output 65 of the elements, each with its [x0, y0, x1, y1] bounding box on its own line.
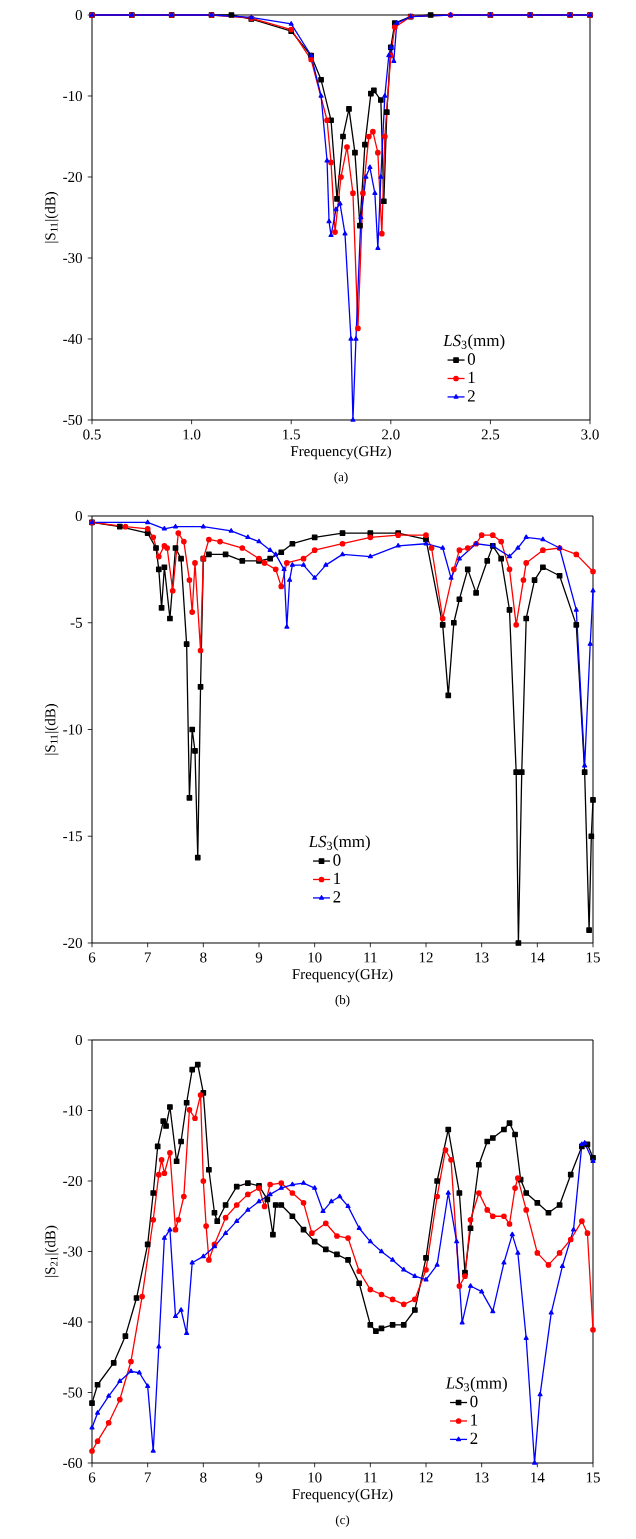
legend-label: 0 — [470, 1395, 478, 1408]
x-tick-label: 10 — [308, 1472, 322, 1483]
text: (a) — [334, 472, 348, 484]
x-tick-label: 15 — [586, 1472, 600, 1483]
y-axis-title: |S$_{11}$|(dB) — [44, 704, 59, 755]
x-tick-label: 0.5 — [83, 429, 101, 440]
text: (c) — [335, 1515, 350, 1527]
x-tick-label: 13 — [475, 952, 489, 963]
y-axis-title: |S$_{21}$|(dB) — [44, 1225, 59, 1277]
x-tick-label: 9 — [255, 1472, 263, 1483]
x-tick-label: 2.0 — [382, 429, 400, 440]
y-tick-label: -20 — [63, 937, 82, 949]
x-tick-label: 6 — [88, 952, 96, 963]
legend-label: 2 — [467, 390, 475, 402]
x-axis-title: Frequency(GHz) — [292, 1488, 393, 1503]
x-tick-label: 12 — [419, 952, 433, 963]
text: (b) — [335, 995, 350, 1007]
y-tick-label: 0 — [75, 510, 82, 522]
legend-label: 2 — [470, 1432, 478, 1444]
x-tick-label: 6 — [88, 1472, 96, 1483]
y-tick-label: 0 — [75, 1034, 82, 1046]
y-axis-title: |S$_{11}$|(dB) — [44, 192, 59, 243]
legend-title: LS$_{3}$(mm) — [308, 835, 370, 851]
y-tick-label: -20 — [63, 171, 82, 183]
x-tick-label: 12 — [419, 1472, 433, 1483]
x-tick-label: 8 — [200, 952, 207, 963]
y-tick-label: -40 — [63, 1316, 82, 1328]
x-tick-label: 7 — [144, 952, 151, 963]
x-tick-label: 7 — [144, 1472, 151, 1483]
legend-title: LS$_{3}$(mm) — [443, 334, 505, 350]
x-axis-title: Frequency(GHz) — [292, 968, 393, 983]
legend-label: 1 — [468, 371, 475, 383]
y-tick-label: -10 — [63, 724, 82, 735]
x-tick-label: 11 — [364, 1472, 377, 1483]
y-tick-label: -50 — [63, 414, 82, 426]
x-axis-title: Frequency(GHz) — [290, 445, 391, 460]
x-tick-label: 9 — [255, 952, 263, 963]
x-tick-label: 10 — [308, 952, 322, 963]
y-tick-label: -30 — [63, 252, 82, 264]
y-tick-label: -10 — [63, 90, 82, 102]
y-tick-label: -20 — [63, 1175, 82, 1187]
y-tick-label: -5 — [70, 617, 82, 628]
x-tick-label: 2.5 — [481, 429, 500, 440]
x-tick-label: 11 — [364, 952, 377, 963]
x-tick-label: 1.5 — [283, 429, 300, 440]
y-tick-label: -60 — [63, 1457, 82, 1469]
y-tick-label: -15 — [63, 831, 82, 842]
y-tick-label: -40 — [63, 333, 82, 345]
x-tick-label: 15 — [586, 952, 600, 963]
y-tick-label: -30 — [63, 1246, 82, 1257]
legend-label: 0 — [467, 353, 476, 365]
x-tick-label: 14 — [531, 952, 545, 963]
legend-title: LS$_{3}$(mm) — [445, 1376, 507, 1393]
legend-label: 2 — [333, 891, 341, 903]
x-tick-label: 1.0 — [183, 429, 201, 440]
legend-label: 0 — [333, 854, 341, 866]
legend-label: 1 — [334, 872, 341, 884]
x-tick-label: 14 — [531, 1472, 545, 1483]
x-tick-label: 8 — [200, 1472, 207, 1483]
y-tick-label: -50 — [63, 1387, 82, 1398]
legend-label: 1 — [471, 1414, 478, 1426]
y-tick-label: 0 — [75, 9, 82, 21]
y-tick-label: -10 — [63, 1105, 82, 1116]
x-tick-label: 13 — [475, 1472, 489, 1483]
x-tick-label: 3.0 — [581, 429, 599, 440]
